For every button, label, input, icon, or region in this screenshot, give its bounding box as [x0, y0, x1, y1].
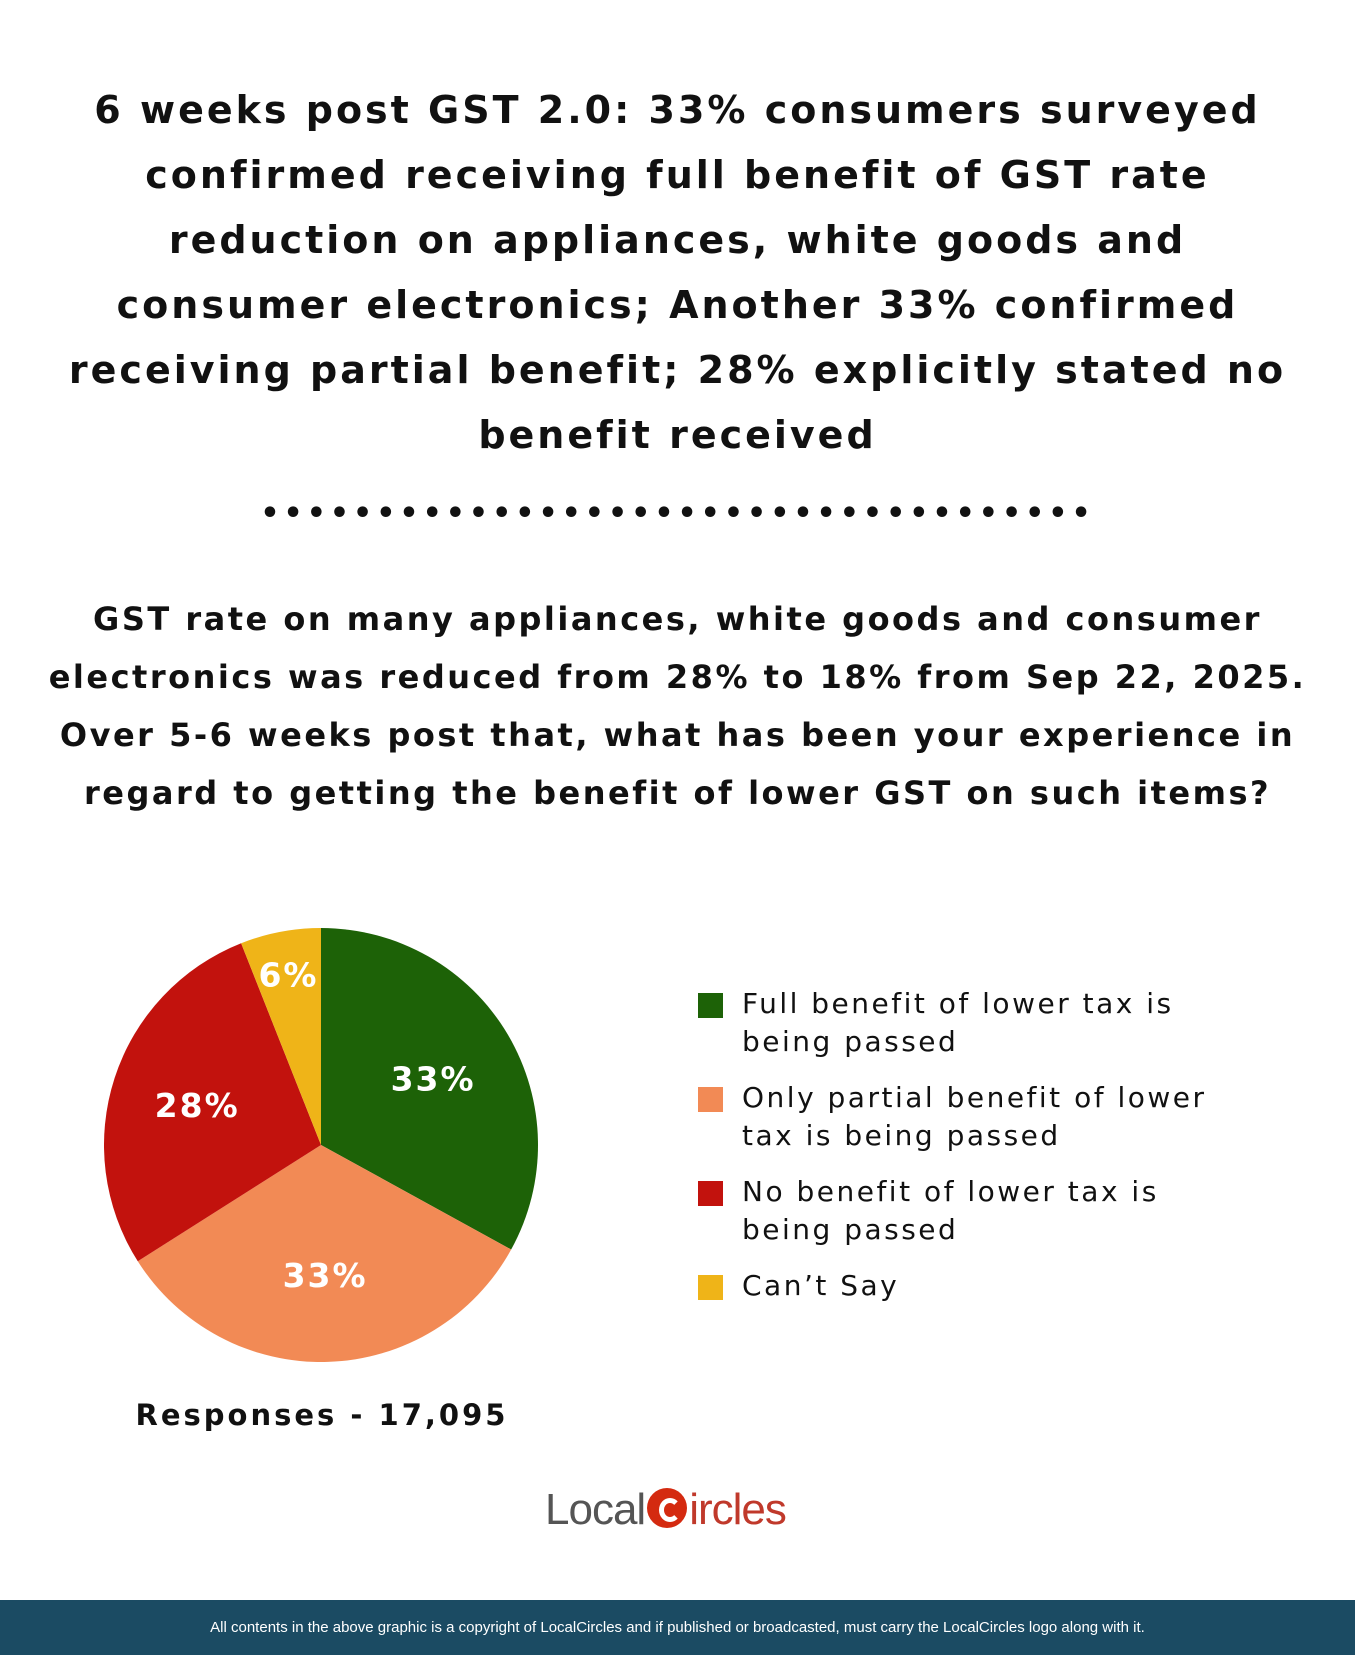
pie-slice — [241, 928, 321, 1145]
responses-count: Responses - 17,095 — [135, 1398, 509, 1432]
legend: Full benefit of lower tax is being passe… — [698, 985, 1258, 1323]
location-pin-icon — [647, 1488, 688, 1528]
logo-text-circles: ircles — [689, 1485, 787, 1534]
legend-item: Only partial benefit of lower tax is bei… — [698, 1079, 1258, 1155]
legend-swatch — [698, 1087, 723, 1112]
legend-item: No benefit of lower tax is being passed — [698, 1173, 1258, 1249]
legend-label: Only partial benefit of lower tax is bei… — [742, 1081, 1207, 1152]
localcircles-logo: Local ircles — [545, 1485, 787, 1535]
dotted-divider: •••••••••••••••••••••••••••••••••••• — [260, 496, 1095, 531]
legend-label: No benefit of lower tax is being passed — [742, 1175, 1159, 1246]
survey-question: GST rate on many appliances, white goods… — [48, 600, 1307, 812]
legend-swatch — [698, 1181, 723, 1206]
logo-text-local: Local — [545, 1485, 646, 1534]
copyright-footer: All contents in the above graphic is a c… — [0, 1600, 1355, 1655]
pie-chart: 33% 33% 28% 6% — [103, 928, 538, 1362]
slice-label: 6% — [258, 955, 318, 994]
legend-swatch — [698, 993, 723, 1018]
pie-slice — [137, 1145, 512, 1362]
legend-label: Can’t Say — [742, 1269, 900, 1302]
slice-label: 33% — [283, 1256, 368, 1295]
pie-slice — [321, 928, 538, 1250]
legend-item: Full benefit of lower tax is being passe… — [698, 985, 1258, 1061]
legend-swatch — [698, 1275, 723, 1300]
legend-item: Can’t Say — [698, 1267, 1258, 1305]
headline: 6 weeks post GST 2.0: 33% consumers surv… — [68, 88, 1287, 457]
legend-label: Full benefit of lower tax is being passe… — [742, 987, 1174, 1058]
pie-slice — [103, 943, 322, 1262]
slice-label: 28% — [155, 1086, 240, 1125]
slice-label: 33% — [391, 1060, 476, 1099]
